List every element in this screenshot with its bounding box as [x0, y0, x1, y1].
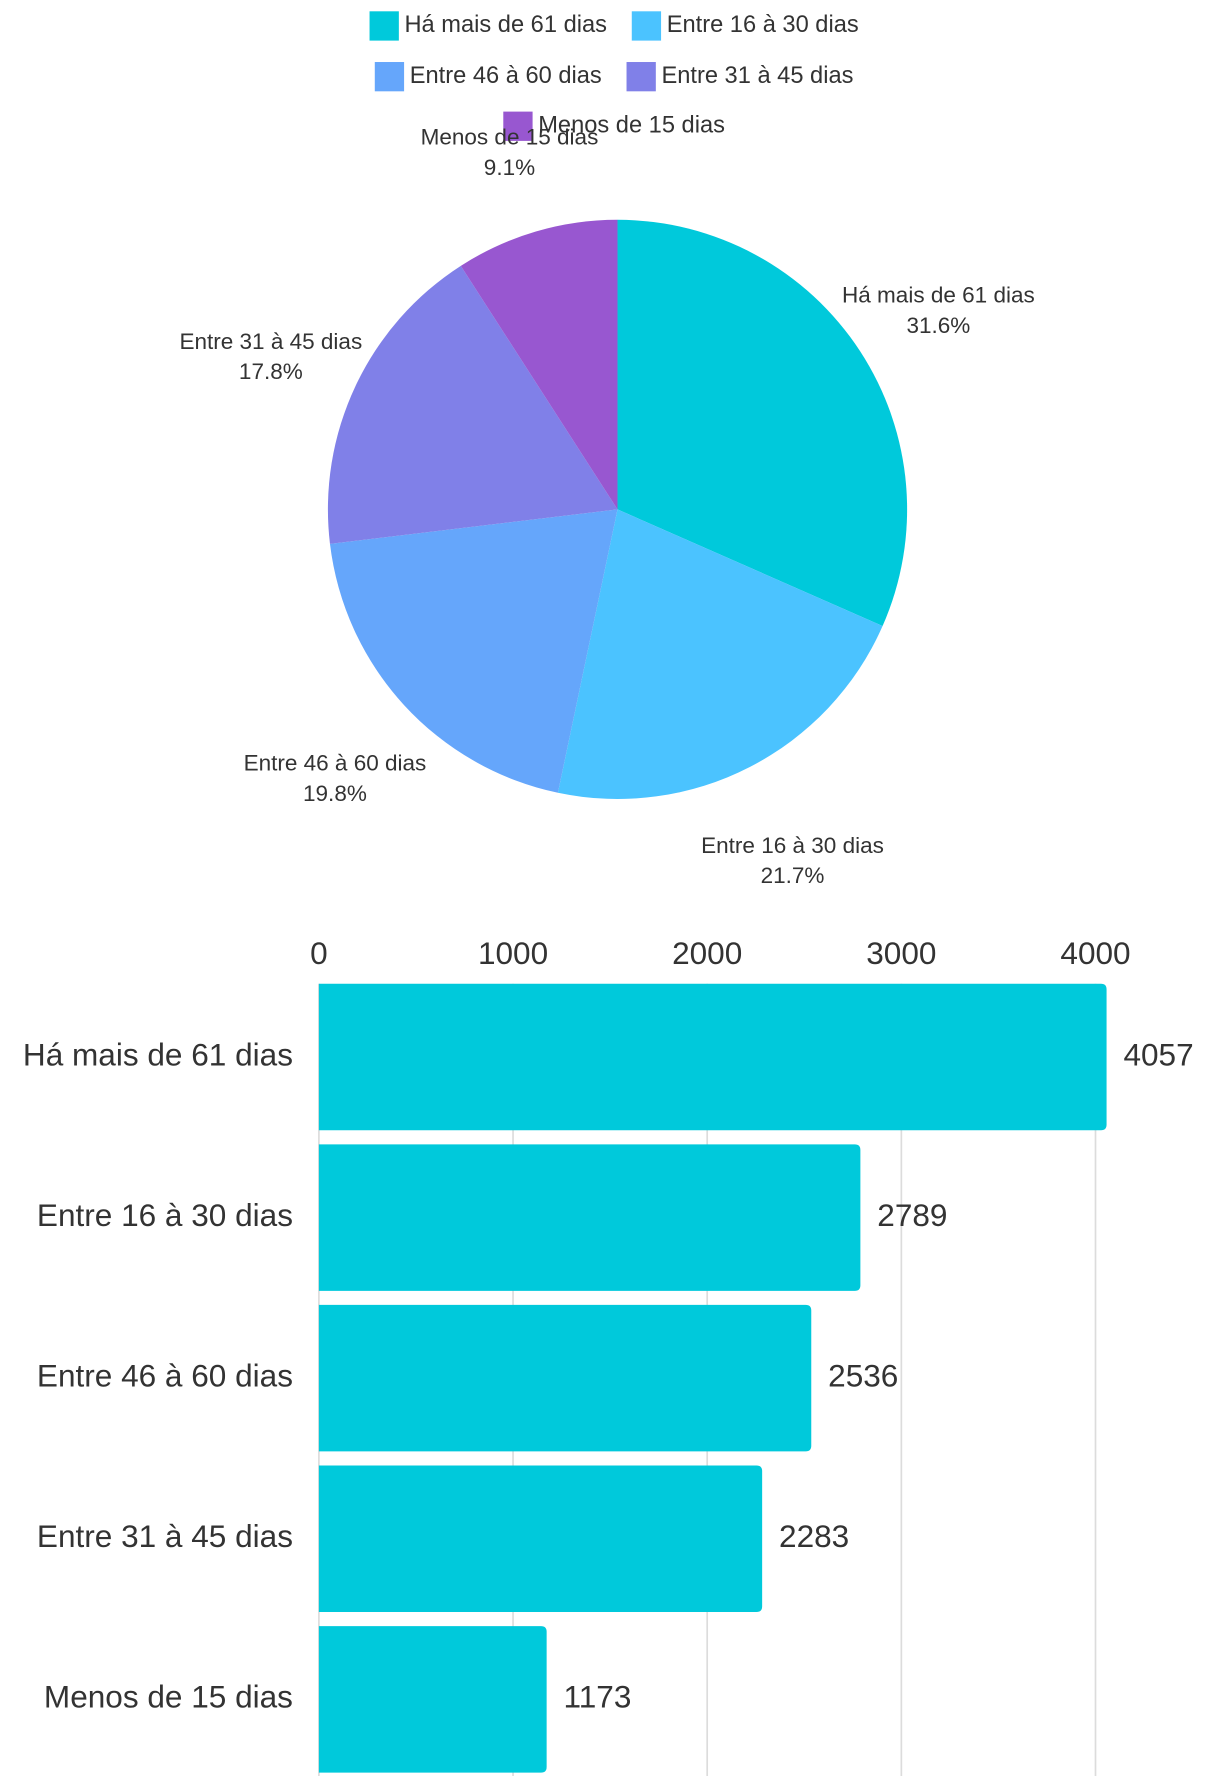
pie-label-value: 17.8%	[239, 359, 303, 384]
legend-swatch	[631, 11, 662, 41]
pie-label-name: Entre 16 à 30 dias	[701, 833, 884, 858]
pie-slice	[329, 509, 618, 793]
bar-value-label: 2536	[828, 1358, 898, 1394]
x-tick-label: 1000	[478, 935, 548, 971]
legend-row: Entre 46 à 60 dias Entre 31 à 45 dias	[374, 62, 853, 92]
pie-label-name: Há mais de 61 dias	[842, 283, 1035, 308]
legend-label: Entre 16 à 30 dias	[667, 12, 859, 38]
pie-slice	[617, 219, 908, 627]
legend-swatch	[626, 62, 656, 92]
bar	[318, 1304, 812, 1452]
legend-row: Há mais de 61 dias Entre 16 à 30 dias	[369, 11, 859, 41]
y-tick-label: Menos de 15 dias	[44, 1679, 293, 1715]
legend-row: Menos de 15 dias	[503, 111, 725, 141]
legend-label: Há mais de 61 dias	[404, 12, 607, 38]
pie-label-name: Entre 31 à 45 dias	[179, 329, 362, 354]
x-tick-label: 3000	[866, 935, 936, 971]
pie-label-name: Entre 46 à 60 dias	[244, 751, 427, 776]
pie-slice	[460, 219, 618, 510]
legend-swatch	[503, 111, 533, 141]
pie-label-value: 21.7%	[761, 863, 825, 888]
x-tick-label: 0	[310, 935, 328, 971]
bar	[318, 983, 1107, 1131]
bar	[318, 1626, 547, 1773]
bar	[318, 1144, 861, 1291]
legend-swatch	[374, 62, 405, 92]
legend-label: Entre 46 à 60 dias	[410, 63, 602, 89]
y-tick-label: Entre 31 à 45 dias	[37, 1518, 293, 1554]
bar-value-label: 2789	[877, 1197, 947, 1233]
pie-label-value: 19.8%	[303, 781, 367, 806]
legend-label: Entre 31 à 45 dias	[661, 63, 853, 89]
bar	[318, 1465, 763, 1613]
x-tick-label: 4000	[1060, 935, 1130, 971]
x-tick-label: 2000	[672, 935, 742, 971]
legend-swatch	[369, 11, 399, 41]
y-tick-label: Entre 46 à 60 dias	[37, 1358, 293, 1394]
pie-label-value: 9.1%	[484, 155, 535, 180]
pie-slice	[557, 509, 883, 799]
y-tick-label: Há mais de 61 dias	[23, 1036, 293, 1072]
pie-slice	[327, 265, 618, 544]
bar-value-label: 1173	[564, 1679, 632, 1715]
bar-value-label: 2283	[779, 1518, 849, 1554]
legend-label: Menos de 15 dias	[538, 112, 725, 138]
y-tick-label: Entre 16 à 30 dias	[37, 1197, 293, 1233]
pie-label-name: Menos de 15 dias	[421, 124, 599, 149]
pie-label-value: 31.6%	[906, 313, 970, 338]
bar-value-label: 4057	[1123, 1036, 1193, 1072]
